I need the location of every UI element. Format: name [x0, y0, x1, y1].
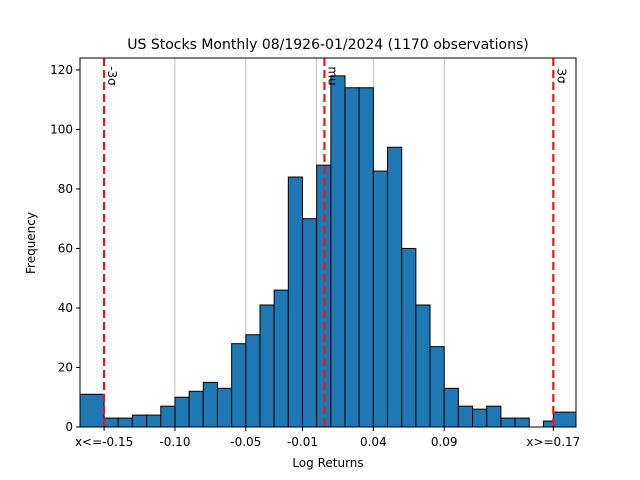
histogram-bar [188, 390, 204, 428]
y-tick-label: 40 [58, 301, 73, 315]
histogram-bar [372, 170, 389, 428]
histogram-bar [146, 414, 162, 428]
histogram-bar [457, 405, 474, 428]
y-tick-label: 20 [58, 360, 73, 374]
histogram-bar [401, 247, 417, 428]
histogram-bar [486, 405, 502, 428]
histogram-bar [514, 417, 530, 428]
histogram-bar [79, 393, 105, 428]
y-tick-label: 120 [50, 63, 73, 77]
y-axis-ticks: 0 20 40 60 80 100 120 [50, 63, 80, 434]
histogram-bar [245, 334, 261, 428]
histogram-bar [387, 146, 403, 428]
x-tick-label: -0.01 [287, 435, 318, 449]
histogram-bar [330, 75, 346, 428]
y-tick-label: 60 [58, 241, 73, 255]
x-tick-label: -0.10 [159, 435, 190, 449]
histogram-bar [344, 87, 360, 428]
histogram-bar [273, 289, 289, 428]
reference-lines: -3σ mu 3σ [102, 58, 568, 427]
y-tick-label: 80 [58, 182, 73, 196]
histogram-bar [103, 417, 119, 428]
histogram-bar [259, 304, 275, 428]
x-tick-label: 0.09 [431, 435, 458, 449]
histogram-bar [415, 304, 431, 428]
y-tick-label: 0 [65, 420, 73, 434]
reference-line-label: 3σ [554, 68, 568, 84]
bars [79, 75, 577, 428]
chart-title: US Stocks Monthly 08/1926-01/2024 (1170 … [127, 37, 529, 53]
histogram-bar [552, 411, 577, 428]
histogram-bar [500, 417, 516, 428]
histogram-bar [287, 176, 303, 428]
x-axis-label: Log Returns [292, 456, 363, 470]
y-tick-label: 100 [50, 122, 73, 136]
x-axis-ticks: x<=-0.15 -0.10 -0.05 -0.01 0.04 0.09 x>=0.17 [75, 427, 580, 449]
reference-line-label: -3σ [105, 66, 119, 86]
histogram-bar [174, 396, 190, 428]
x-tick-label: x<=-0.15 [75, 435, 133, 449]
plot-frame [79, 57, 577, 428]
histogram-bar [443, 387, 459, 428]
reference-line-label: mu [325, 66, 339, 85]
histogram-bar [231, 343, 247, 428]
histogram-bar [216, 387, 233, 428]
histogram-bar [358, 87, 374, 428]
histogram-bar [202, 381, 218, 428]
histogram-bar [117, 417, 133, 428]
histogram-bar [472, 408, 488, 428]
x-tick-label: x>=0.17 [526, 435, 580, 449]
histogram-bar [160, 405, 176, 428]
y-axis-label: Frequency [24, 212, 38, 274]
histogram-bar [429, 346, 445, 428]
x-tick-label: 0.04 [360, 435, 387, 449]
x-tick-label: -0.05 [230, 435, 261, 449]
histogram-bar [301, 218, 318, 428]
histogram-bar [131, 414, 148, 428]
